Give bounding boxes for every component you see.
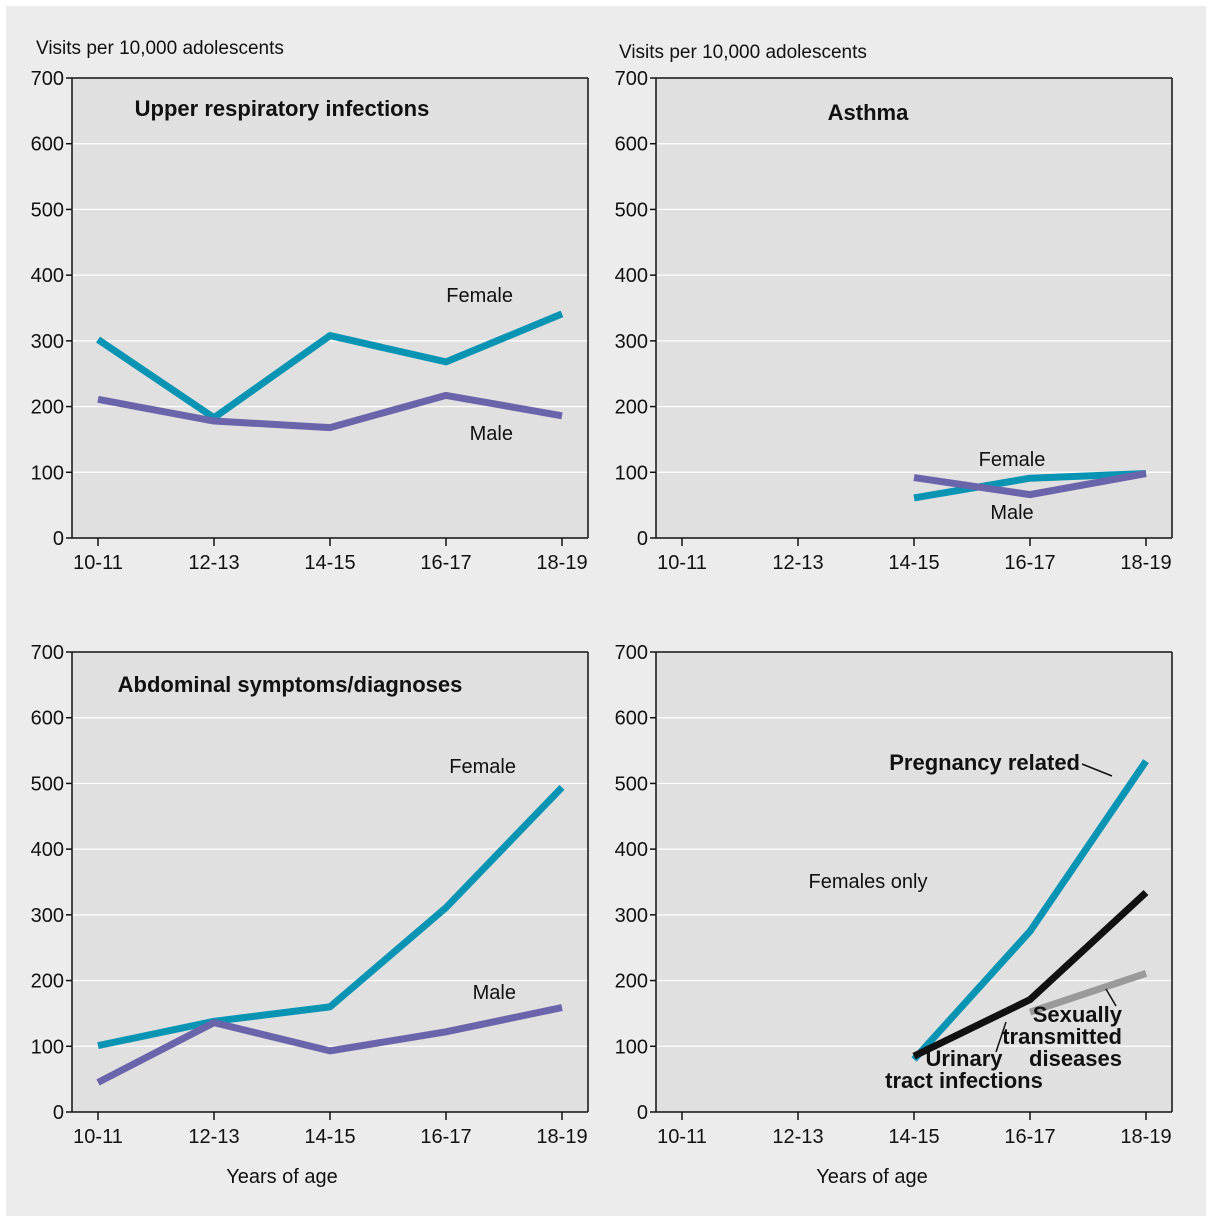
y-tick-label: 600 xyxy=(31,708,64,730)
y-tick-label: 200 xyxy=(615,397,648,419)
series-label-line: transmitted xyxy=(1002,1024,1122,1049)
y-tick-label: 700 xyxy=(615,68,648,90)
panel-1: 0 100 200 300 400 500 600 700 10-11 12-13 14-15 16-… xyxy=(31,38,589,574)
label-leader-line xyxy=(995,1021,1007,1053)
figure: 0 100 200 300 400 500 600 700 10-11 12-13 14-15 16-… xyxy=(6,6,1206,1216)
x-tick-label: 14-15 xyxy=(304,552,355,574)
y-tick-label: 700 xyxy=(615,642,648,664)
y-tick-label: 500 xyxy=(31,773,64,795)
plot-area xyxy=(656,78,1172,538)
y-axis-label: Visits per 10,000 adolescents xyxy=(36,38,284,59)
y-tick-label: 100 xyxy=(31,462,64,484)
series-line-sexually-transmitted-diseases xyxy=(1028,970,1148,1016)
x-tick-label: 14-15 xyxy=(888,1126,939,1148)
panel-3: 0 100 200 300 400 500 600 700 10-11 12-13 14-15 16-… xyxy=(31,642,589,1188)
x-tick-label: 10-11 xyxy=(73,552,123,574)
y-tick-label: 100 xyxy=(615,1036,648,1058)
chart-title: Upper respiratory infections xyxy=(135,96,430,121)
y-tick-label: 200 xyxy=(615,971,648,993)
y-tick-label: 600 xyxy=(615,134,648,156)
y-tick-label: 200 xyxy=(31,397,64,419)
series-label: Male xyxy=(990,502,1033,524)
y-tick-label: 600 xyxy=(31,134,64,156)
x-tick-label: 10-11 xyxy=(657,552,707,574)
x-tick-label: 12-13 xyxy=(188,552,239,574)
series-label: Female xyxy=(979,449,1046,471)
x-tick-label: 18-19 xyxy=(536,552,587,574)
series-label-line: Sexually xyxy=(1033,1002,1123,1027)
panel-4: 0 100 200 300 400 500 600 700 10-11 12-13 14-15 16-… xyxy=(615,642,1173,1188)
series-label: Pregnancy related xyxy=(889,750,1080,775)
x-tick-label: 12-13 xyxy=(188,1126,239,1148)
y-tick-label: 0 xyxy=(637,1102,648,1124)
x-tick-label: 10-11 xyxy=(73,1126,123,1148)
x-tick-label: 14-15 xyxy=(888,552,939,574)
x-axis-label: Years of age xyxy=(816,1166,928,1188)
y-tick-label: 400 xyxy=(615,265,648,287)
x-tick-label: 16-17 xyxy=(1004,552,1055,574)
series-label-line: Urinary xyxy=(925,1046,1003,1071)
y-tick-label: 700 xyxy=(31,68,64,90)
chart-figure: 0 100 200 300 400 500 600 700 10-11 12-13 14-15 16-… xyxy=(31,38,1173,1188)
series-label: Urinary tract infections xyxy=(885,1046,1043,1093)
x-tick-label: 16-17 xyxy=(420,552,471,574)
chart-title: Abdominal symptoms/diagnoses xyxy=(118,672,463,697)
series-label-line: tract infections xyxy=(885,1068,1043,1093)
series-label: Male xyxy=(473,982,516,1004)
plot-area xyxy=(72,78,588,538)
x-tick-label: 12-13 xyxy=(772,552,823,574)
series-label: Male xyxy=(470,423,513,445)
y-tick-label: 300 xyxy=(615,905,648,927)
x-tick-label: 10-11 xyxy=(657,1126,707,1148)
plot-area xyxy=(656,652,1172,1112)
x-tick-label: 14-15 xyxy=(304,1126,355,1148)
y-tick-label: 500 xyxy=(615,199,648,221)
y-tick-label: 0 xyxy=(637,528,648,550)
y-axis-label: Visits per 10,000 adolescents xyxy=(619,42,867,63)
y-tick-label: 100 xyxy=(31,1036,64,1058)
y-tick-label: 400 xyxy=(31,265,64,287)
y-tick-label: 600 xyxy=(615,708,648,730)
y-tick-label: 300 xyxy=(31,331,64,353)
series-label: Female xyxy=(446,285,513,307)
series-label: Sexually transmitted diseases xyxy=(1002,1002,1123,1071)
y-tick-label: 0 xyxy=(53,1102,64,1124)
plot-area xyxy=(72,652,588,1112)
y-tick-label: 0 xyxy=(53,528,64,550)
x-tick-label: 18-19 xyxy=(536,1126,587,1148)
x-axis-label: Years of age xyxy=(226,1166,338,1188)
y-tick-label: 300 xyxy=(31,905,64,927)
x-tick-label: 18-19 xyxy=(1120,552,1171,574)
y-tick-label: 100 xyxy=(615,462,648,484)
series-label-line: diseases xyxy=(1029,1046,1122,1071)
series-label: Female xyxy=(449,756,516,778)
x-tick-label: 12-13 xyxy=(772,1126,823,1148)
x-tick-label: 16-17 xyxy=(1004,1126,1055,1148)
y-tick-label: 500 xyxy=(615,773,648,795)
x-tick-label: 18-19 xyxy=(1120,1126,1171,1148)
y-tick-label: 200 xyxy=(31,971,64,993)
x-tick-label: 16-17 xyxy=(420,1126,471,1148)
y-tick-label: 400 xyxy=(31,839,64,861)
annotation-text: Females only xyxy=(809,871,928,893)
y-tick-label: 700 xyxy=(31,642,64,664)
label-leader-line xyxy=(1105,988,1117,1007)
label-leader-line xyxy=(1081,763,1113,777)
y-tick-label: 300 xyxy=(615,331,648,353)
y-tick-label: 500 xyxy=(31,199,64,221)
chart-title: Asthma xyxy=(828,100,909,125)
y-tick-label: 400 xyxy=(615,839,648,861)
panel-2: 0 100 200 300 400 500 600 700 10-11 12-13 14-15 16-… xyxy=(615,42,1173,574)
